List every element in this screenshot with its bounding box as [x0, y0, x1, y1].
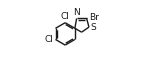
- Text: S: S: [91, 23, 96, 32]
- Text: Cl: Cl: [45, 35, 53, 44]
- Text: Cl: Cl: [61, 12, 70, 21]
- Text: N: N: [73, 8, 80, 17]
- Text: Br: Br: [89, 13, 99, 22]
